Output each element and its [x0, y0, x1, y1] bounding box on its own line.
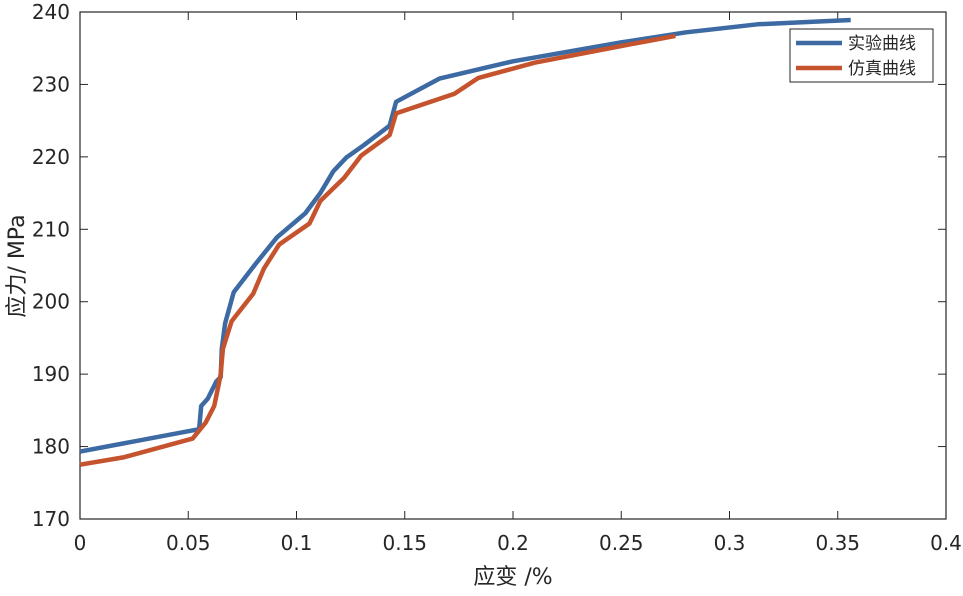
- legend-label-simulation: 仿真曲线: [848, 59, 916, 79]
- y-tick-label: 170: [32, 507, 70, 531]
- legend-box: [789, 28, 934, 83]
- series-line-experiment: [79, 17, 851, 454]
- y-tick-label: 220: [32, 145, 70, 169]
- x-tick-label: 0.3: [714, 531, 746, 555]
- legend-label-experiment: 实验曲线: [848, 34, 916, 54]
- y-axis-title: 应力/ MPa: [5, 214, 30, 317]
- series-line-simulation: [79, 33, 676, 467]
- x-tick-label: 0.25: [599, 531, 644, 555]
- x-axis-title: 应变 /%: [473, 565, 552, 590]
- x-tick-label: 0.15: [382, 531, 427, 555]
- x-tick-label: 0.1: [281, 531, 313, 555]
- y-tick-label: 230: [32, 72, 70, 96]
- plot-series: [79, 17, 851, 467]
- y-tick-label: 200: [32, 290, 70, 314]
- x-tick-label: 0: [74, 531, 87, 555]
- x-tick-label: 0.4: [930, 531, 962, 555]
- y-tick-label: 240: [32, 0, 70, 24]
- y-tick-label: 180: [32, 435, 70, 459]
- y-tick-label: 210: [32, 217, 70, 241]
- x-tick-label: 0.35: [815, 531, 860, 555]
- axes: 0 0.05 0.1 0.15 0.2 0.25 0.3 0.35 0.4 170 180 190 20…: [32, 0, 962, 555]
- x-tick-label: 0.05: [166, 531, 211, 555]
- x-tick-label: 0.2: [497, 531, 529, 555]
- plot-area-frame: [79, 11, 947, 520]
- y-tick-label: 190: [32, 362, 70, 386]
